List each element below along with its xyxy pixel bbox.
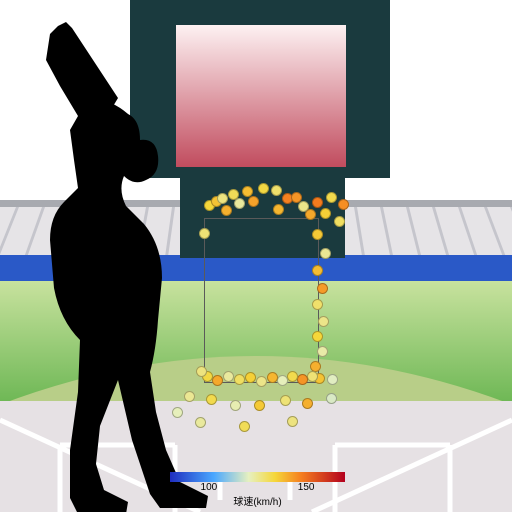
- pitch-marker: [310, 361, 321, 372]
- pitch-marker: [234, 198, 245, 209]
- pitch-marker: [242, 186, 253, 197]
- pitch-marker: [277, 375, 288, 386]
- pitch-marker: [287, 416, 298, 427]
- pitch-marker: [254, 400, 265, 411]
- colorbar-gradient: [170, 472, 345, 482]
- pitch-marker: [320, 248, 331, 259]
- batter-silhouette: [0, 20, 220, 512]
- pitch-marker: [305, 209, 316, 220]
- pitch-marker: [334, 216, 345, 227]
- pitch-marker: [312, 265, 323, 276]
- stage: 100 150 球速(km/h): [0, 0, 512, 512]
- pitch-marker: [256, 376, 267, 387]
- pitch-marker: [302, 398, 313, 409]
- pitch-marker: [327, 374, 338, 385]
- pitch-marker: [326, 393, 337, 404]
- pitch-marker: [338, 199, 349, 210]
- pitch-marker: [267, 372, 278, 383]
- pitch-marker: [307, 371, 318, 382]
- pitch-marker: [271, 185, 282, 196]
- pitch-marker: [312, 299, 323, 310]
- colorbar-tick: 150: [298, 482, 315, 493]
- pitch-marker: [297, 374, 308, 385]
- pitch-marker: [239, 421, 250, 432]
- pitch-marker: [312, 229, 323, 240]
- pitch-marker: [287, 371, 298, 382]
- pitch-marker: [221, 205, 232, 216]
- pitch-marker: [318, 316, 329, 327]
- colorbar-axis-label: 球速(km/h): [170, 493, 345, 508]
- pitch-marker: [312, 331, 323, 342]
- pitch-marker: [317, 346, 328, 357]
- pitch-marker: [248, 196, 259, 207]
- colorbar-legend: 100 150 球速(km/h): [170, 472, 345, 508]
- pitch-marker: [326, 192, 337, 203]
- pitch-marker: [223, 371, 234, 382]
- pitch-marker: [258, 183, 269, 194]
- pitch-marker: [273, 204, 284, 215]
- pitch-marker: [230, 400, 241, 411]
- pitch-marker: [245, 372, 256, 383]
- pitch-marker: [317, 283, 328, 294]
- pitch-marker: [234, 374, 245, 385]
- pitch-marker: [320, 208, 331, 219]
- colorbar-tick: 100: [201, 482, 218, 493]
- pitch-marker: [312, 197, 323, 208]
- pitch-marker: [280, 395, 291, 406]
- colorbar-ticks: 100 150: [170, 482, 345, 494]
